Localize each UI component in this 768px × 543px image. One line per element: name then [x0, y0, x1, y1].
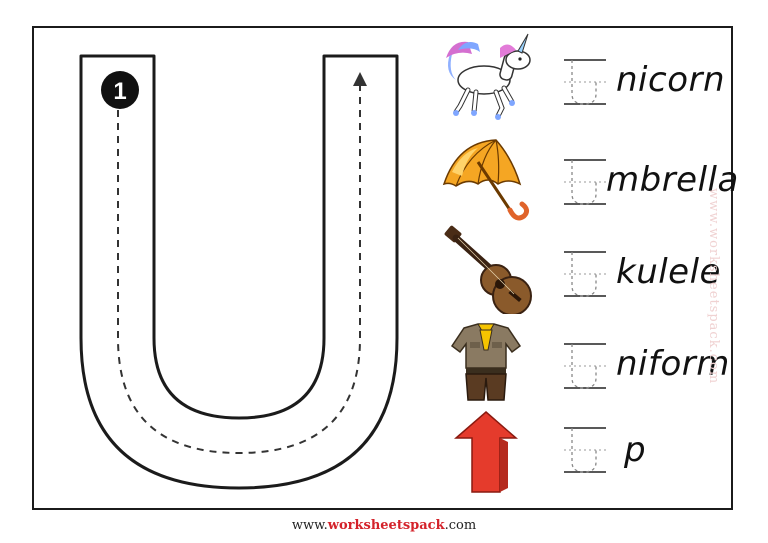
trace-box-unicorn — [564, 59, 606, 105]
word-up: p — [624, 430, 647, 470]
letter-u-tracing: 1 — [79, 54, 399, 490]
worksheet-frame: 1 — [32, 26, 738, 510]
row-unicorn: nicorn — [438, 32, 738, 122]
row-umbrella: mbrella — [438, 132, 738, 222]
footer-url[interactable]: www.worksheetspack.com — [0, 518, 768, 533]
trace-box-umbrella — [564, 159, 606, 205]
footer-suffix: .com — [444, 518, 477, 533]
watermark: www.worksheetspack.com — [706, 188, 721, 385]
ukulele-icon — [444, 225, 532, 314]
umbrella-icon — [442, 139, 530, 221]
footer-brand: worksheetspack — [327, 518, 445, 533]
row-up: p — [438, 406, 738, 496]
footer-prefix: www. — [291, 518, 328, 533]
word-uniform: niform — [616, 344, 730, 384]
direction-arrowhead — [353, 72, 367, 86]
unicorn-icon — [446, 33, 531, 120]
word-unicorn: nicorn — [616, 60, 726, 100]
step-number-badge — [101, 71, 139, 109]
row-uniform: niform — [438, 316, 738, 406]
row-ukulele: kulele — [438, 224, 738, 314]
trace-box-up — [564, 427, 606, 473]
word-ukulele: kulele — [616, 252, 721, 292]
trace-box-uniform — [564, 343, 606, 389]
up-arrow-icon — [453, 411, 519, 493]
word-umbrella: mbrella — [606, 160, 739, 200]
uniform-icon — [450, 323, 522, 401]
trace-box-ukulele — [564, 251, 606, 297]
step-number: 1 — [113, 78, 126, 105]
